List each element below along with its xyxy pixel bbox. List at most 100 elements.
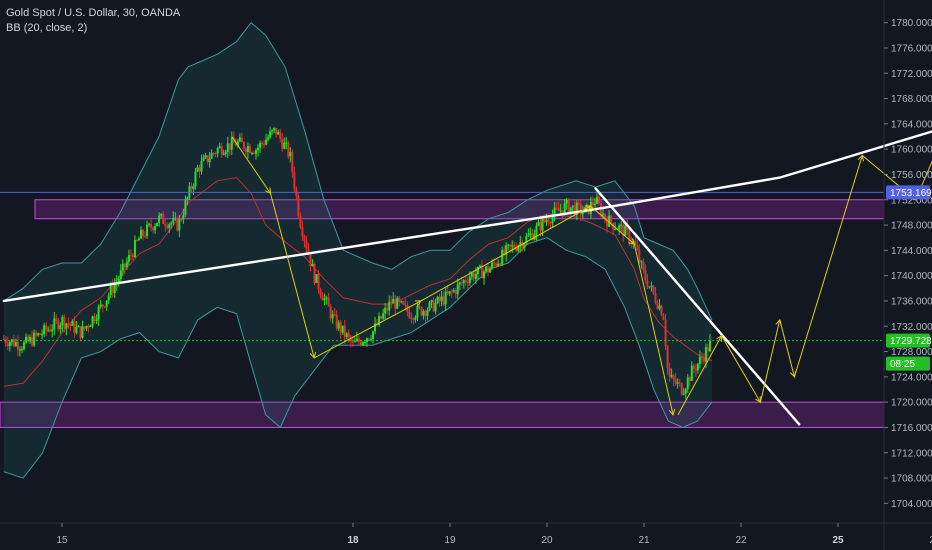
- candle: [517, 244, 520, 253]
- candle-body: [410, 318, 413, 320]
- candle: [271, 129, 274, 135]
- symbol-title[interactable]: Gold Spot / U.S. Dollar, 30, OANDA: [6, 7, 181, 19]
- candle-body: [267, 137, 270, 140]
- x-tick-label: 19: [444, 535, 456, 546]
- candle-body: [624, 225, 627, 236]
- candle: [230, 131, 233, 155]
- candle-body: [71, 321, 74, 326]
- y-tick-label: 1776.000: [891, 43, 932, 54]
- candle: [119, 264, 122, 283]
- y-tick-label: 1760.000: [891, 145, 932, 156]
- candle-body: [81, 326, 84, 338]
- candle-body: [341, 325, 344, 333]
- candle-body: [440, 296, 443, 302]
- candle: [382, 308, 385, 320]
- y-tick-label: 1780.000: [891, 18, 932, 29]
- candle-body: [708, 340, 711, 352]
- candle: [59, 322, 62, 334]
- candle-body: [248, 146, 251, 153]
- candle-body: [365, 338, 368, 343]
- candle: [263, 139, 266, 148]
- candle-body: [638, 250, 641, 263]
- candle-body: [154, 225, 157, 231]
- candle: [250, 151, 253, 156]
- candle-body: [53, 318, 56, 330]
- candle: [644, 264, 647, 284]
- candle: [101, 303, 104, 313]
- candle-body: [168, 224, 171, 228]
- price-axis[interactable]: 1780.000 1776.000 1772.000 1768.000 1764.000…: [884, 18, 932, 510]
- candle: [97, 304, 100, 327]
- candle: [394, 294, 397, 316]
- candle: [8, 340, 11, 352]
- candle: [174, 212, 177, 221]
- bb-fill: [3, 22, 712, 479]
- candle: [482, 269, 485, 285]
- candle: [390, 295, 393, 309]
- candle-body: [285, 142, 288, 144]
- candle-body: [220, 146, 223, 155]
- x-tick-label: 25: [832, 535, 844, 546]
- candle: [440, 290, 443, 307]
- candle-body: [519, 242, 522, 246]
- candle-body: [83, 326, 86, 329]
- candle-body: [142, 229, 145, 236]
- candle: [275, 127, 278, 138]
- candle-body: [511, 245, 514, 247]
- y-tick-label: 1720.000: [891, 398, 932, 409]
- candle: [589, 196, 592, 219]
- candle-body: [694, 369, 697, 371]
- candle-body: [547, 220, 550, 223]
- candle: [281, 133, 284, 152]
- candle-body: [238, 137, 241, 142]
- candle: [341, 325, 344, 335]
- candle: [384, 302, 387, 320]
- candle-body: [261, 142, 264, 144]
- candle: [202, 154, 205, 162]
- candle-body: [252, 152, 255, 154]
- candle: [267, 134, 270, 142]
- candle-body: [244, 148, 247, 153]
- candle: [208, 151, 211, 168]
- candle: [79, 325, 82, 342]
- candle-body: [234, 142, 237, 146]
- candle-body: [226, 143, 229, 153]
- candle: [313, 262, 316, 286]
- time-axis[interactable]: 151819202122252627: [56, 523, 932, 546]
- candle-body: [156, 222, 159, 226]
- candle: [553, 201, 556, 222]
- candle-body: [271, 130, 274, 132]
- candle-body: [646, 280, 649, 288]
- candle-body: [337, 322, 340, 329]
- candle: [43, 322, 46, 338]
- candle: [458, 281, 461, 291]
- candle: [164, 218, 167, 232]
- candle: [638, 244, 641, 264]
- candle-body: [206, 155, 209, 163]
- candle-body: [660, 305, 663, 316]
- candle: [416, 302, 419, 322]
- candle-body: [634, 240, 637, 246]
- candle: [386, 303, 389, 315]
- candle: [279, 128, 282, 143]
- candle-body: [103, 306, 106, 308]
- candle: [319, 287, 322, 299]
- indicator-label[interactable]: BB (20, close, 2): [6, 22, 88, 34]
- candle: [144, 230, 147, 239]
- candle-body: [148, 223, 151, 225]
- candle: [575, 200, 578, 221]
- candle: [285, 137, 288, 150]
- candle-body: [77, 326, 80, 328]
- candle-body: [666, 346, 669, 369]
- candle: [39, 332, 42, 336]
- candle-body: [458, 282, 461, 285]
- candle-body: [495, 263, 498, 266]
- candle-body: [400, 301, 403, 303]
- candle-body: [448, 291, 451, 294]
- candle-body: [259, 142, 262, 148]
- candle-body: [690, 365, 693, 381]
- candle-body: [329, 306, 332, 319]
- candle: [297, 192, 300, 219]
- candle-body: [93, 316, 96, 321]
